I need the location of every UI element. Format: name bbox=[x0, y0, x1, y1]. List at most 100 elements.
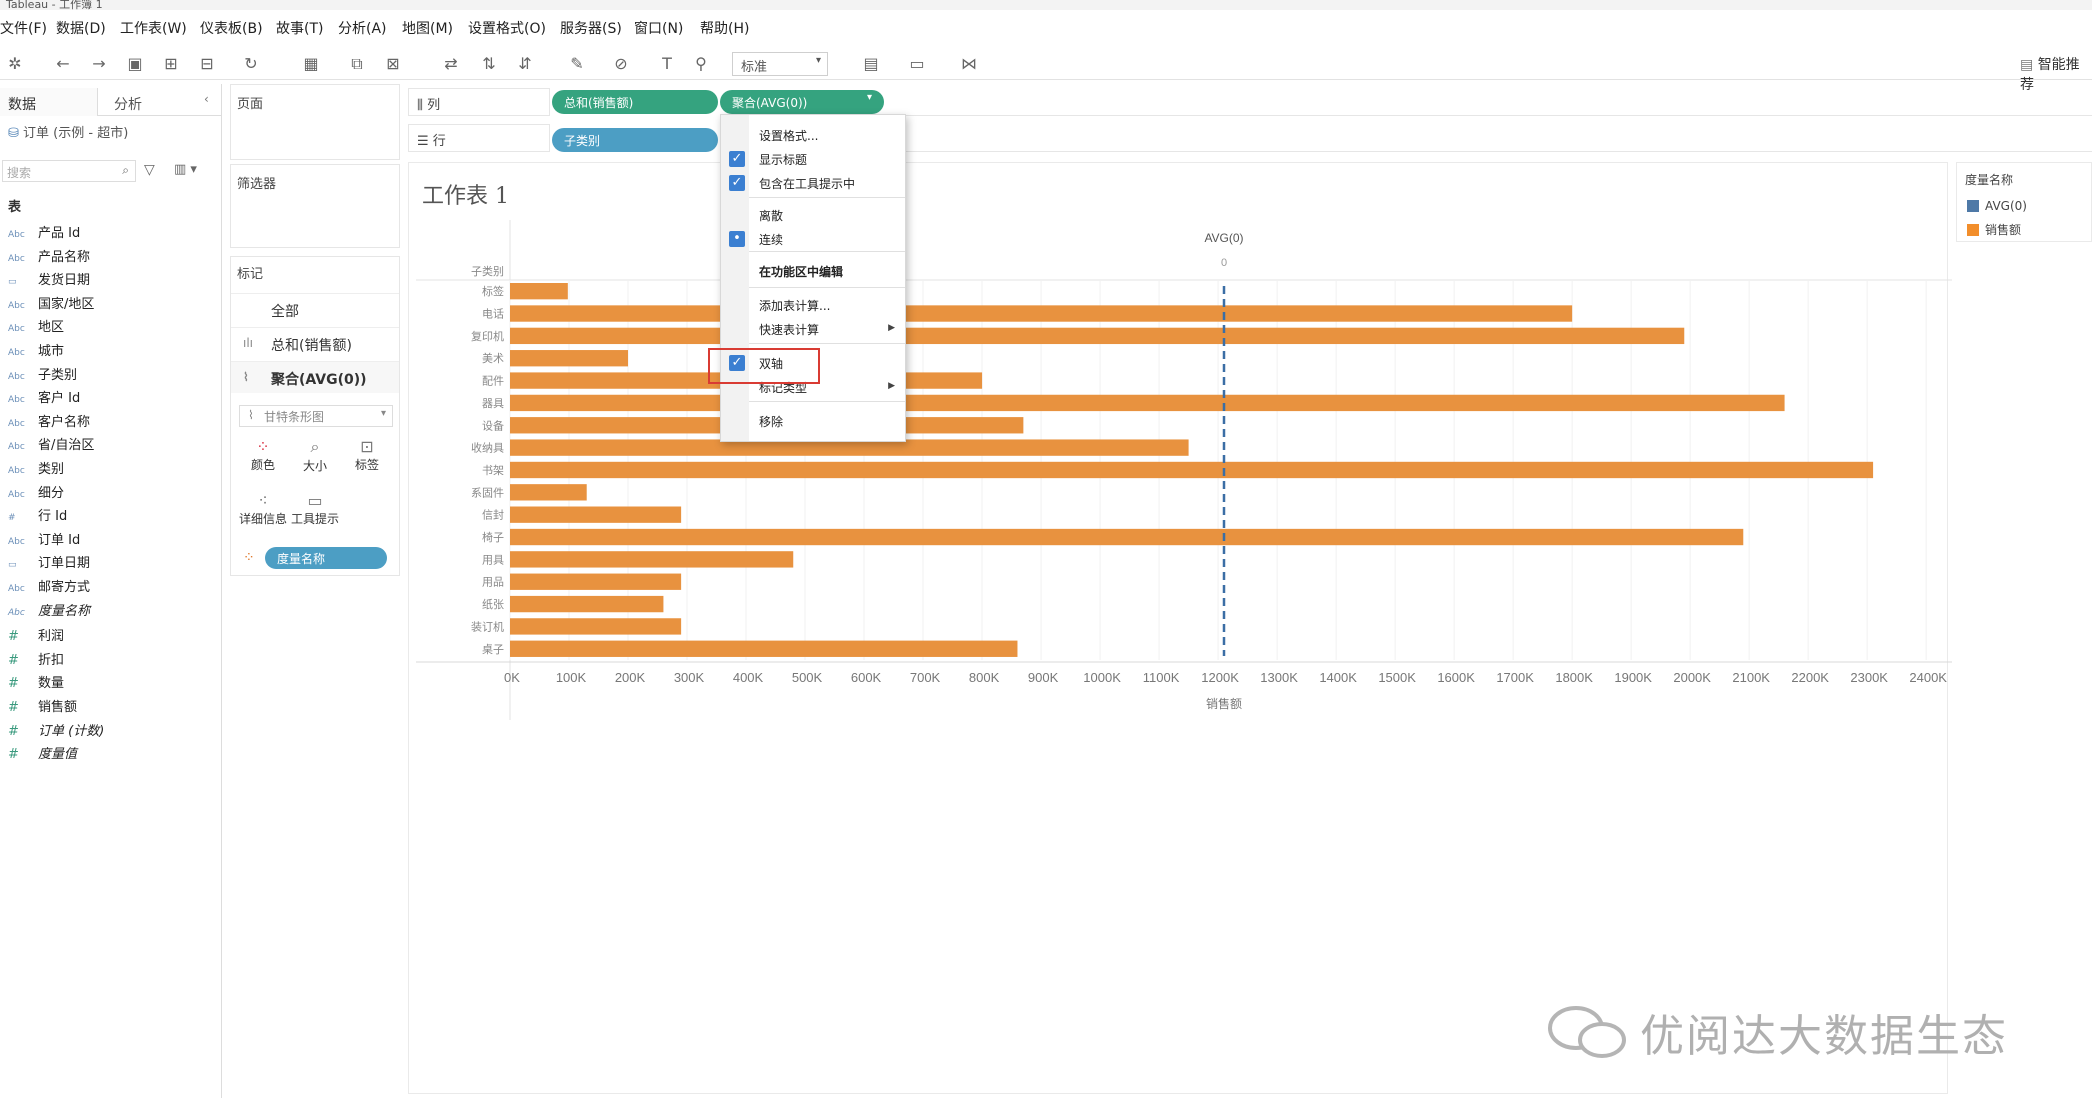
filter-icon[interactable]: ▽ bbox=[144, 162, 155, 178]
legend-item-avg0[interactable]: AVG(0) bbox=[1967, 199, 2027, 213]
field-item[interactable]: # 订单 (计数) bbox=[8, 720, 218, 742]
swap-rows-columns-icon[interactable]: ⇄ bbox=[444, 54, 458, 73]
sort-descending-icon[interactable]: ⇵ bbox=[518, 54, 532, 73]
context-menu-item[interactable]: 离散 bbox=[721, 203, 905, 225]
pages-shelf-label: 页面 bbox=[237, 97, 264, 112]
field-item[interactable]: ▭ 发货日期 bbox=[8, 269, 218, 291]
menu-item[interactable]: 地图(M) bbox=[402, 21, 454, 37]
text-label-icon[interactable]: T bbox=[662, 54, 672, 73]
context-menu-item[interactable]: 添加表计算... bbox=[721, 293, 905, 315]
size-button[interactable]: ⌕ 大小 bbox=[291, 435, 339, 481]
context-menu-item[interactable]: • 连续 bbox=[721, 227, 905, 249]
filters-shelf[interactable]: 筛选器 bbox=[230, 164, 400, 248]
column-pill-avg0[interactable]: 聚合(AVG(0)) ▾ bbox=[720, 90, 884, 114]
field-item[interactable]: # 度量值 bbox=[8, 743, 218, 765]
tableau-logo-icon[interactable]: ✲ bbox=[8, 54, 22, 73]
field-item[interactable]: # 利润 bbox=[8, 625, 218, 647]
mark-type-dropdown[interactable]: ⌇ 甘特条形图 ▾ bbox=[239, 405, 393, 427]
view-options-icon[interactable]: ▥ ▾ bbox=[174, 162, 197, 177]
field-item[interactable]: Abc 客户名称 bbox=[8, 411, 218, 433]
row-pill-subcategory[interactable]: 子类别 bbox=[552, 128, 718, 152]
pages-shelf[interactable]: 页面 bbox=[230, 84, 400, 160]
field-item[interactable]: Abc 地区 bbox=[8, 316, 218, 338]
new-datasource-icon[interactable]: ⊞ bbox=[164, 54, 178, 73]
x-tick-label: 400K bbox=[733, 670, 764, 685]
field-item[interactable]: Abc 客户 Id bbox=[8, 387, 218, 409]
context-menu-item[interactable]: ✓ 显示标题 bbox=[721, 147, 905, 169]
detail-button[interactable]: ⁖ 详细信息 bbox=[239, 489, 287, 535]
refresh-icon[interactable]: ↻ bbox=[244, 54, 258, 73]
menu-item[interactable]: 服务器(S) bbox=[560, 21, 622, 37]
x-tick-label: 0K bbox=[504, 670, 520, 685]
tab-data[interactable]: 数据 bbox=[0, 88, 98, 116]
menu-item[interactable]: 仪表板(B) bbox=[200, 21, 263, 37]
field-item[interactable]: # 折扣 bbox=[8, 649, 218, 671]
menu-item[interactable]: 帮助(H) bbox=[700, 21, 750, 37]
field-item[interactable]: # 数量 bbox=[8, 672, 218, 694]
field-item[interactable]: Abc 城市 bbox=[8, 340, 218, 362]
pin-icon[interactable]: ⚲ bbox=[695, 54, 707, 73]
show-cards-icon[interactable]: ▤ bbox=[863, 54, 879, 73]
context-menu-item[interactable]: 移除 bbox=[721, 409, 905, 431]
menu-item[interactable]: 窗口(N) bbox=[634, 21, 684, 37]
clear-sheet-icon[interactable]: ⊠ bbox=[386, 54, 400, 73]
duplicate-icon[interactable]: ⧉ bbox=[351, 54, 363, 73]
presentation-icon[interactable]: ▭ bbox=[909, 54, 925, 73]
sort-ascending-icon[interactable]: ⇅ bbox=[482, 54, 496, 73]
fit-select[interactable]: 标准 ▾ bbox=[732, 52, 828, 76]
menu-item[interactable]: 文件(F) bbox=[0, 21, 47, 37]
marks-tab-sum-sales[interactable]: ılı 总和(销售额) bbox=[231, 327, 399, 359]
legend-item-sales[interactable]: 销售额 bbox=[1967, 221, 2021, 238]
context-menu-item[interactable]: 设置格式... bbox=[721, 123, 905, 145]
forward-icon[interactable]: → bbox=[92, 54, 106, 73]
color-button[interactable]: ⁘ 颜色 bbox=[239, 435, 287, 481]
marks-tab-avg0[interactable]: ⌇ 聚合(AVG(0)) bbox=[231, 361, 399, 393]
field-item[interactable]: Abc 细分 bbox=[8, 482, 218, 504]
collapse-pane-icon[interactable]: ‹ bbox=[204, 92, 209, 106]
group-icon[interactable]: ⊘ bbox=[614, 54, 628, 73]
tab-analysis[interactable]: 分析 bbox=[114, 97, 142, 113]
menu-item[interactable]: 设置格式(O) bbox=[468, 21, 546, 37]
field-item[interactable]: Abc 子类别 bbox=[8, 364, 218, 386]
field-item[interactable]: ▭ 订单日期 bbox=[8, 552, 218, 574]
search-icon: ⌕ bbox=[122, 163, 129, 177]
context-menu-item[interactable]: 快速表计算 ▶ bbox=[721, 317, 905, 339]
field-item[interactable]: Abc 省/自治区 bbox=[8, 434, 218, 456]
menu-item[interactable]: 工作表(W) bbox=[120, 21, 187, 37]
columns-shelf-area[interactable] bbox=[884, 88, 2092, 116]
field-item[interactable]: # 行 Id bbox=[8, 505, 218, 527]
pause-updates-icon[interactable]: ⊟ bbox=[200, 54, 214, 73]
field-item[interactable]: Abc 邮寄方式 bbox=[8, 576, 218, 598]
field-item[interactable]: Abc 订单 Id bbox=[8, 529, 218, 551]
rows-shelf[interactable]: ☰ 行 bbox=[408, 124, 550, 152]
context-menu-item[interactable]: ✓ 包含在工具提示中 bbox=[721, 171, 905, 193]
field-item[interactable]: Abc 国家/地区 bbox=[8, 293, 218, 315]
menu-item[interactable]: 分析(A) bbox=[338, 21, 387, 37]
context-menu-item[interactable]: 在功能区中编辑 bbox=[721, 259, 905, 281]
column-pill-sum-sales[interactable]: 总和(销售额) bbox=[552, 90, 718, 114]
context-menu-item[interactable]: ✓ 双轴 bbox=[721, 351, 905, 373]
show-me-button[interactable]: ▤ 智能推荐 bbox=[2020, 54, 2092, 94]
measure-names-pill[interactable]: 度量名称 bbox=[265, 547, 387, 569]
highlight-icon[interactable]: ✎ bbox=[570, 54, 584, 73]
rows-shelf-area[interactable] bbox=[720, 124, 2092, 152]
field-item[interactable]: Abc 产品名称 bbox=[8, 246, 218, 268]
marks-tab-all[interactable]: 全部 bbox=[231, 293, 399, 325]
label-button[interactable]: ⊡ 标签 bbox=[343, 435, 391, 481]
save-icon[interactable]: ▣ bbox=[127, 54, 143, 73]
field-label: 度量名称 bbox=[38, 603, 91, 619]
field-item[interactable]: Abc 度量名称 bbox=[8, 600, 218, 622]
columns-shelf[interactable]: ⫼ 列 bbox=[408, 88, 550, 116]
back-icon[interactable]: ← bbox=[56, 54, 70, 73]
datasource-item[interactable]: ⛁ 订单 (示例 - 超市) bbox=[8, 122, 128, 141]
share-icon[interactable]: ⋈ bbox=[961, 54, 977, 73]
menu-item[interactable]: 故事(T) bbox=[276, 21, 324, 37]
context-menu-item[interactable]: 标记类型 ▶ bbox=[721, 375, 905, 397]
new-worksheet-icon[interactable]: ▦ bbox=[303, 54, 319, 73]
field-item[interactable]: # 销售额 bbox=[8, 696, 218, 718]
tooltip-button[interactable]: ▭ 工具提示 bbox=[291, 489, 339, 535]
search-field[interactable]: 搜索 ⌕ bbox=[2, 160, 136, 182]
menu-item[interactable]: 数据(D) bbox=[56, 21, 106, 37]
field-item[interactable]: Abc 类别 bbox=[8, 458, 218, 480]
field-item[interactable]: Abc 产品 Id bbox=[8, 222, 218, 244]
